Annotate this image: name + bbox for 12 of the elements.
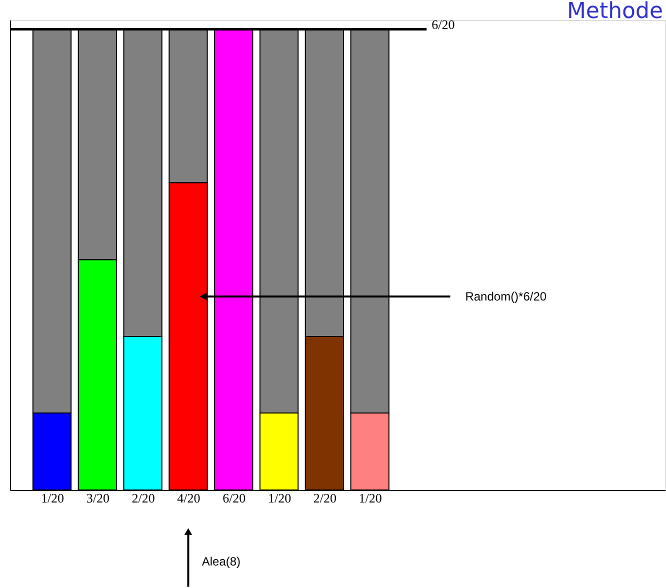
x-tick-label: 1/20 [268,490,292,506]
x-tick-label: 2/20 [132,490,155,506]
text: Alea(8) [202,554,241,568]
x-tick-label: 4/20 [177,490,200,506]
x-tick-label: 1/20 [40,490,64,506]
x-tick-label: 2/20 [313,490,337,506]
x-tick-label: 1/20 [358,490,382,506]
text: 6/20 [432,17,455,32]
text: Random()*6/20 [465,289,547,304]
x-tick-label: 6/20 [222,490,246,506]
text: Methode [566,0,663,24]
x-tick-label: 3/20 [86,490,110,506]
